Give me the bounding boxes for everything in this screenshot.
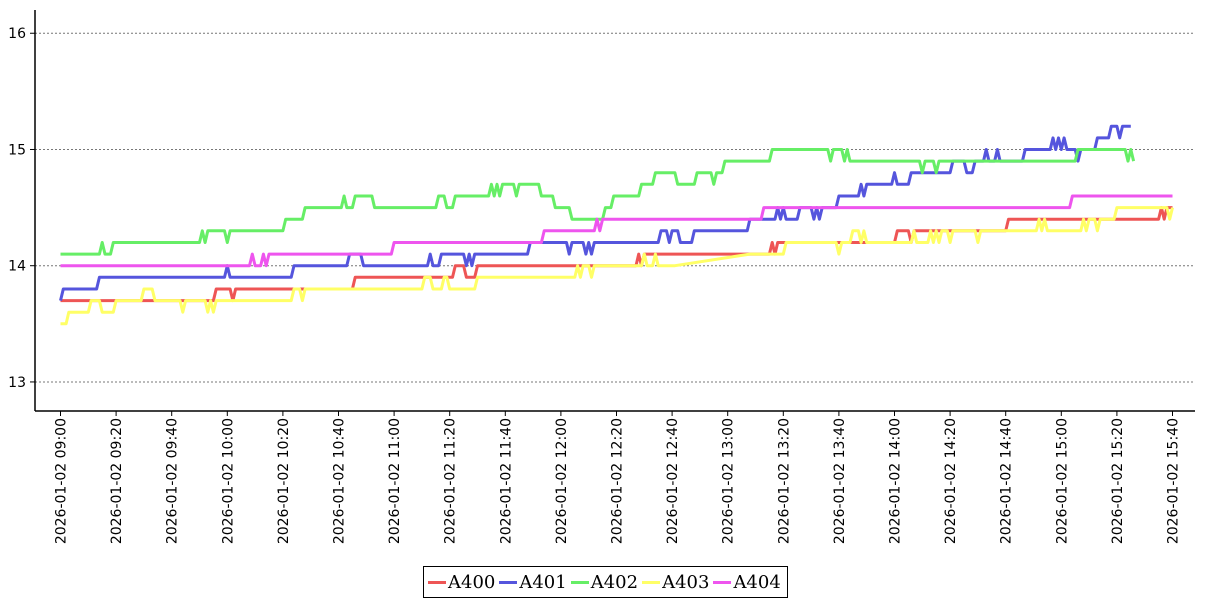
legend-item-A401: A401 — [497, 571, 567, 593]
series-line-A401 — [59, 124, 1131, 301]
line-chart: 13 14 15 16 2026-01-02 09:00 2026-01-02 09:2… — [8, 10, 1195, 544]
y-tick-label: 14 — [8, 259, 26, 275]
x-tick-label: 2026-01-02 12:40 — [665, 418, 681, 544]
x-tick-label: 2026-01-02 10:40 — [332, 418, 348, 544]
x-tick-label: 2026-01-02 11:20 — [443, 418, 459, 544]
x-axis-ticks: 2026-01-02 09:00 2026-01-02 09:20 2026-01-… — [54, 411, 1182, 544]
series-line-A404 — [60, 194, 1173, 268]
series-line-A400 — [60, 206, 1173, 303]
legend-label-A400: A400 — [448, 571, 496, 593]
series-line-A403 — [60, 206, 1174, 326]
x-tick-label: 2026-01-02 13:40 — [832, 418, 848, 544]
legend-swatch-A401 — [499, 580, 518, 584]
x-tick-label: 2026-01-02 10:20 — [276, 418, 292, 544]
legend-swatch-A400 — [428, 580, 446, 584]
legend-item-A402: A402 — [569, 572, 638, 593]
legend-swatch-A404 — [713, 580, 732, 584]
legend-item-A404: A404 — [711, 571, 781, 593]
x-tick-label: 2026-01-02 13:00 — [721, 418, 737, 544]
x-tick-label: 2026-01-02 12:00 — [554, 418, 570, 544]
x-tick-label: 2026-01-02 14:20 — [943, 418, 959, 544]
y-axis-ticks: 13 14 15 16 — [8, 26, 35, 391]
x-tick-label: 2026-01-02 09:20 — [109, 418, 125, 544]
x-tick-label: 2026-01-02 09:40 — [165, 418, 181, 544]
x-tick-label: 2026-01-02 15:40 — [1166, 418, 1182, 544]
x-tick-label: 2026-01-02 11:00 — [387, 418, 403, 544]
x-tick-label: 2026-01-02 15:20 — [1110, 418, 1126, 544]
series-lines — [59, 124, 1174, 326]
y-tick-label: 16 — [8, 26, 26, 42]
legend-item-A400: A400 — [426, 572, 495, 593]
series-line-A402 — [60, 148, 1136, 256]
x-tick-label: 2026-01-02 10:00 — [220, 418, 236, 544]
legend-swatch-A402 — [570, 580, 589, 584]
x-tick-label: 2026-01-02 14:40 — [999, 418, 1015, 544]
x-tick-label: 2026-01-02 12:20 — [610, 418, 626, 544]
legend-label-A402: A402 — [590, 571, 639, 593]
x-tick-label: 2026-01-02 13:20 — [776, 418, 792, 544]
legend-label-A404: A404 — [733, 571, 781, 593]
legend-label-A403: A403 — [662, 571, 710, 593]
chart-legend: A400 A401 A402 A403 A404 — [423, 566, 788, 598]
legend-swatch-A403 — [642, 580, 661, 584]
x-tick-label: 2026-01-02 15:00 — [1054, 418, 1070, 544]
y-tick-label: 13 — [8, 375, 26, 391]
legend-label-A401: A401 — [519, 571, 567, 593]
x-tick-label: 2026-01-02 09:00 — [54, 418, 70, 544]
legend-item-A403: A403 — [640, 572, 709, 593]
y-tick-label: 15 — [8, 142, 26, 158]
x-tick-label: 2026-01-02 11:40 — [498, 418, 514, 544]
x-tick-label: 2026-01-02 14:00 — [888, 418, 904, 544]
